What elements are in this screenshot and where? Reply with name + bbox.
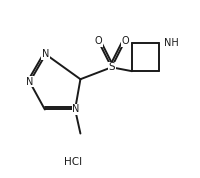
Text: O: O (94, 36, 102, 46)
Text: N: N (26, 77, 33, 87)
Text: O: O (121, 36, 129, 46)
Text: N: N (42, 49, 49, 59)
Text: N: N (72, 104, 80, 114)
Text: NH: NH (164, 38, 179, 48)
Text: S: S (108, 62, 115, 72)
Text: HCl: HCl (64, 157, 82, 167)
